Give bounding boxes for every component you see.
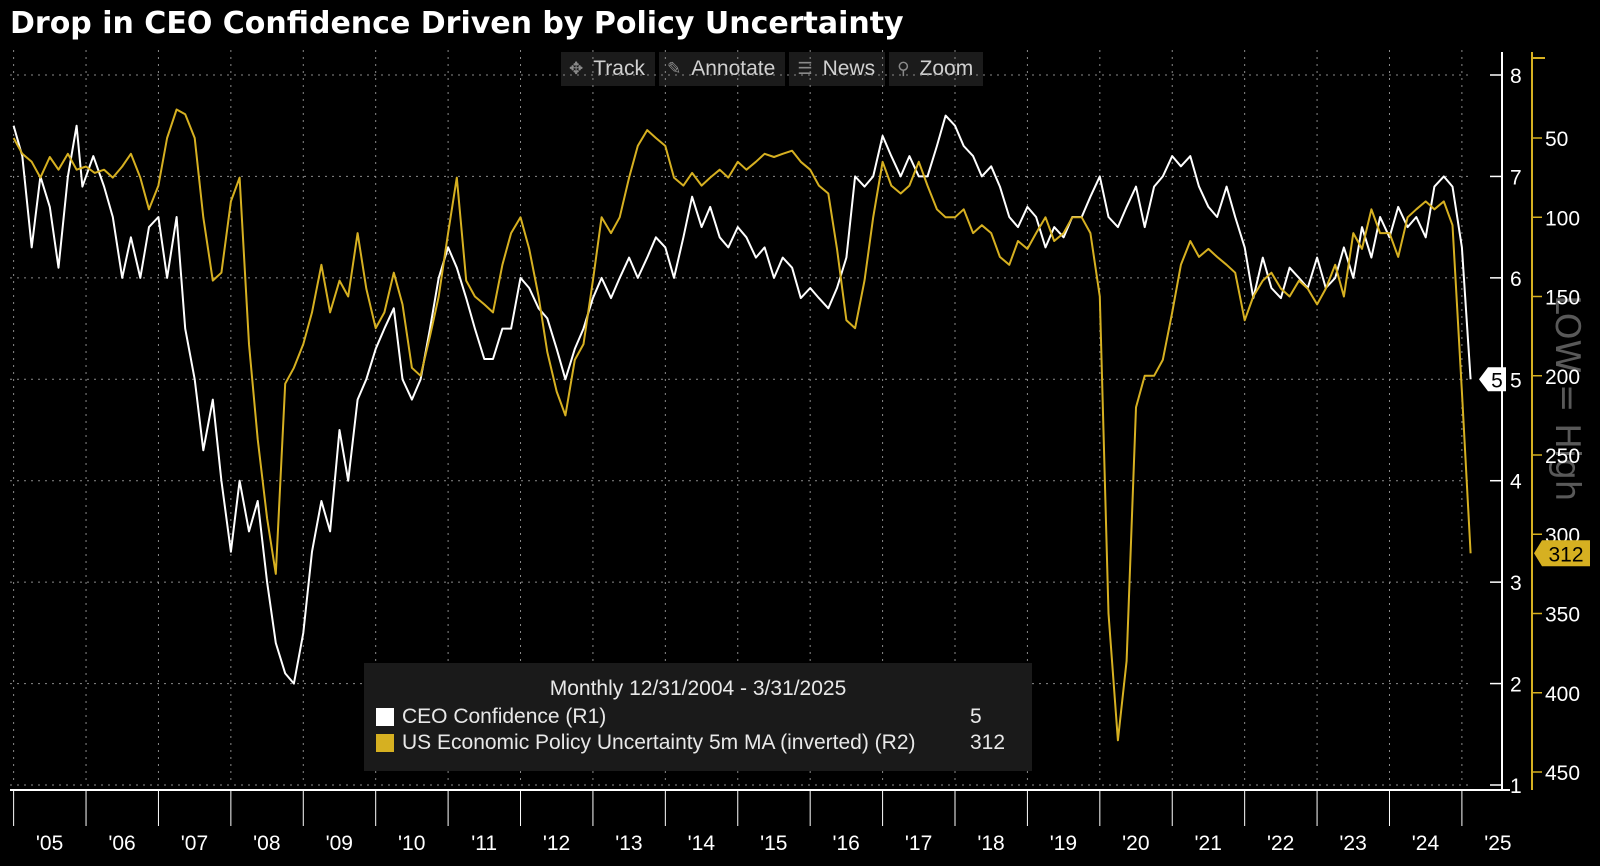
- x-tick-label: '21: [1195, 832, 1222, 855]
- legend-value-epu: 312: [970, 731, 1006, 754]
- x-axis-ticks: '05 '06 '07 '08 '09 '10 '11 '12 '13 '14 '15 '16 '17 '…: [13, 790, 1512, 855]
- magnifier-icon: ⚲: [897, 59, 910, 78]
- annotate-button[interactable]: ✎ Annotate: [658, 52, 786, 86]
- r1-tick-label: 3: [1510, 572, 1522, 595]
- x-tick-label: '10: [398, 832, 425, 855]
- zoom-button[interactable]: ⚲ Zoom: [889, 52, 984, 86]
- epu-last-value-tag: [1534, 540, 1590, 567]
- track-button[interactable]: ✥ Track: [561, 52, 655, 86]
- ceo-last-value-label: 5: [1491, 369, 1503, 392]
- r1-tick-label: 5: [1510, 369, 1522, 392]
- x-tick-label: '25: [1484, 832, 1511, 855]
- chart-title: Drop in CEO Confidence Driven by Policy …: [10, 6, 904, 41]
- r1-tick-label: 2: [1510, 674, 1522, 697]
- r1-tick-label: 7: [1510, 166, 1522, 189]
- r1-tick-label: 1: [1510, 775, 1522, 798]
- ceo-last-value-tag: [1479, 367, 1506, 392]
- legend-swatch-epu: [376, 734, 394, 752]
- r1-tick-label: 8: [1510, 65, 1522, 88]
- r2-tick-label: 100: [1545, 207, 1580, 230]
- track-label: Track: [593, 57, 645, 80]
- x-tick-label: '09: [326, 832, 353, 855]
- legend: Monthly 12/31/2004 - 3/31/2025 CEO Confi…: [364, 663, 1032, 771]
- x-tick-label: '14: [688, 832, 716, 855]
- x-tick-label: '23: [1339, 832, 1366, 855]
- legend-item-ceo: CEO Confidence (R1) 5: [376, 704, 1020, 730]
- r2-tick-label: 400: [1545, 683, 1580, 706]
- r1-tick-label: 4: [1510, 471, 1522, 494]
- epu-last-value-label: 312: [1548, 543, 1583, 566]
- x-tick-label: '16: [832, 832, 859, 855]
- x-tick-label: '22: [1267, 832, 1294, 855]
- chart-toolbar: ✥ Track ✎ Annotate ☰ News ⚲ Zoom: [561, 52, 984, 86]
- r1-tick-label: 6: [1510, 268, 1522, 291]
- x-tick-label: '18: [977, 832, 1004, 855]
- series-line-ceo: [12, 114, 1472, 685]
- pencil-icon: ✎: [666, 59, 682, 78]
- x-tick-label: '12: [543, 832, 570, 855]
- news-button[interactable]: ☰ News: [789, 52, 886, 86]
- series-line-epu: [12, 108, 1472, 742]
- x-tick-label: '05: [36, 832, 63, 855]
- x-tick-label: '08: [253, 832, 280, 855]
- x-tick-label: '19: [1050, 832, 1077, 855]
- r1-ticks: 1 2 3 4 5 6 7 8: [1490, 65, 1522, 798]
- x-tick-label: '11: [471, 832, 497, 855]
- x-tick-label: '07: [181, 832, 208, 855]
- zoom-label: Zoom: [919, 57, 974, 80]
- x-tick-label: '24: [1412, 832, 1440, 855]
- legend-label-epu: US Economic Policy Uncertainty 5m MA (in…: [402, 731, 916, 754]
- x-tick-label: '06: [108, 832, 135, 855]
- axis-side-label: LOW = High: [1547, 295, 1587, 501]
- legend-item-epu: US Economic Policy Uncertainty 5m MA (in…: [376, 730, 1020, 756]
- r2-tick-label: 350: [1545, 604, 1580, 627]
- r2-tick-label: 50: [1545, 128, 1568, 151]
- legend-header: Monthly 12/31/2004 - 3/31/2025: [549, 677, 847, 700]
- crosshair-icon: ✥: [569, 59, 584, 78]
- x-tick-label: '13: [615, 832, 642, 855]
- r2-tick-label: 200: [1545, 366, 1580, 389]
- legend-swatch-ceo: [376, 708, 394, 726]
- r2-tick-label: 150: [1545, 287, 1580, 310]
- x-tick-label: '15: [760, 832, 787, 855]
- news-icon: ☰: [797, 59, 813, 78]
- legend-value-ceo: 5: [970, 705, 982, 728]
- annotate-label: Annotate: [691, 57, 776, 80]
- r2-tick-label: 450: [1545, 762, 1580, 785]
- r2-tick-label: 250: [1545, 445, 1580, 468]
- x-tick-label: '17: [905, 832, 932, 855]
- x-tick-label: '20: [1122, 832, 1149, 855]
- legend-label-ceo: CEO Confidence (R1): [402, 705, 607, 728]
- news-label: News: [822, 57, 876, 80]
